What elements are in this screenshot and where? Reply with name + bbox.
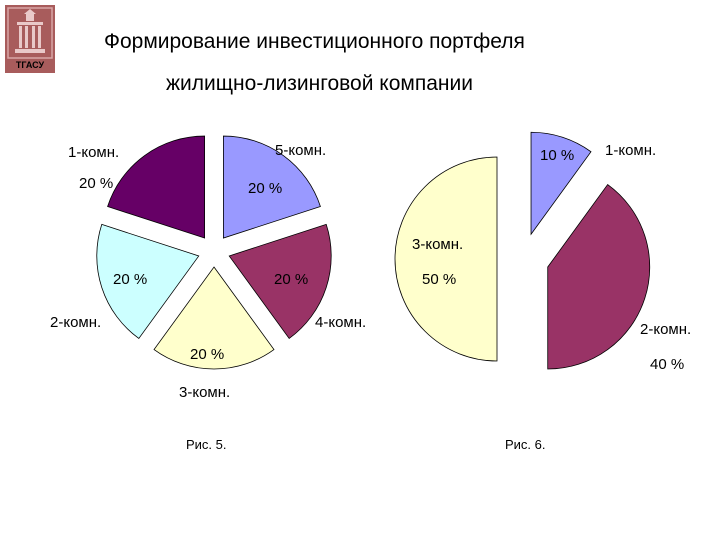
pie2-value-label-3: 50 % <box>422 271 456 288</box>
pie1-value-label-3: 20 % <box>190 346 224 363</box>
pie1-category-label-4: 4-комн. <box>315 314 366 331</box>
pie-chart-fig5 <box>96 135 332 370</box>
building-emblem-icon <box>15 9 45 53</box>
pie1-value-label-4: 20 % <box>274 271 308 288</box>
caption-fig6: Рис. 6. <box>505 437 546 452</box>
pie2-category-label-3: 3-комн. <box>412 236 463 253</box>
pie1-slice-2 <box>228 223 332 340</box>
pie2-slice-3 <box>394 156 498 362</box>
logo-text: ТГАСУ <box>16 60 45 70</box>
logo: ТГАСУ <box>5 5 55 73</box>
caption-fig5: Рис. 5. <box>186 437 227 452</box>
pie-chart-fig6 <box>394 131 651 370</box>
pie1-slice-1 <box>223 135 321 239</box>
pie2-value-label-1: 10 % <box>540 147 574 164</box>
pie2-value-label-2: 40 % <box>650 356 684 373</box>
pie1-value-label-1: 20 % <box>79 175 113 192</box>
pie2-slice-2 <box>547 183 651 370</box>
pie1-slice-5 <box>107 135 205 239</box>
pie1-category-label-1: 1-комн. <box>68 144 119 161</box>
pie1-category-label-3: 3-комн. <box>179 384 230 401</box>
chart-title-line2: жилищно-лизинговой компании <box>166 72 473 95</box>
pie2-slice-1 <box>530 131 592 236</box>
pie1-value-label-5: 20 % <box>248 180 282 197</box>
pie2-category-label-1: 1-комн. <box>605 142 656 159</box>
pie1-category-label-2: 2-комн. <box>50 314 101 331</box>
pie1-category-label-5: 5-комн. <box>275 142 326 159</box>
chart-title-line1: Формирование инвестиционного портфеля <box>104 30 525 53</box>
pie2-category-label-2: 2-комн. <box>640 321 691 338</box>
pie1-slice-3 <box>153 266 275 370</box>
pie1-slice-4 <box>96 223 200 340</box>
pie1-value-label-2: 20 % <box>113 271 147 288</box>
